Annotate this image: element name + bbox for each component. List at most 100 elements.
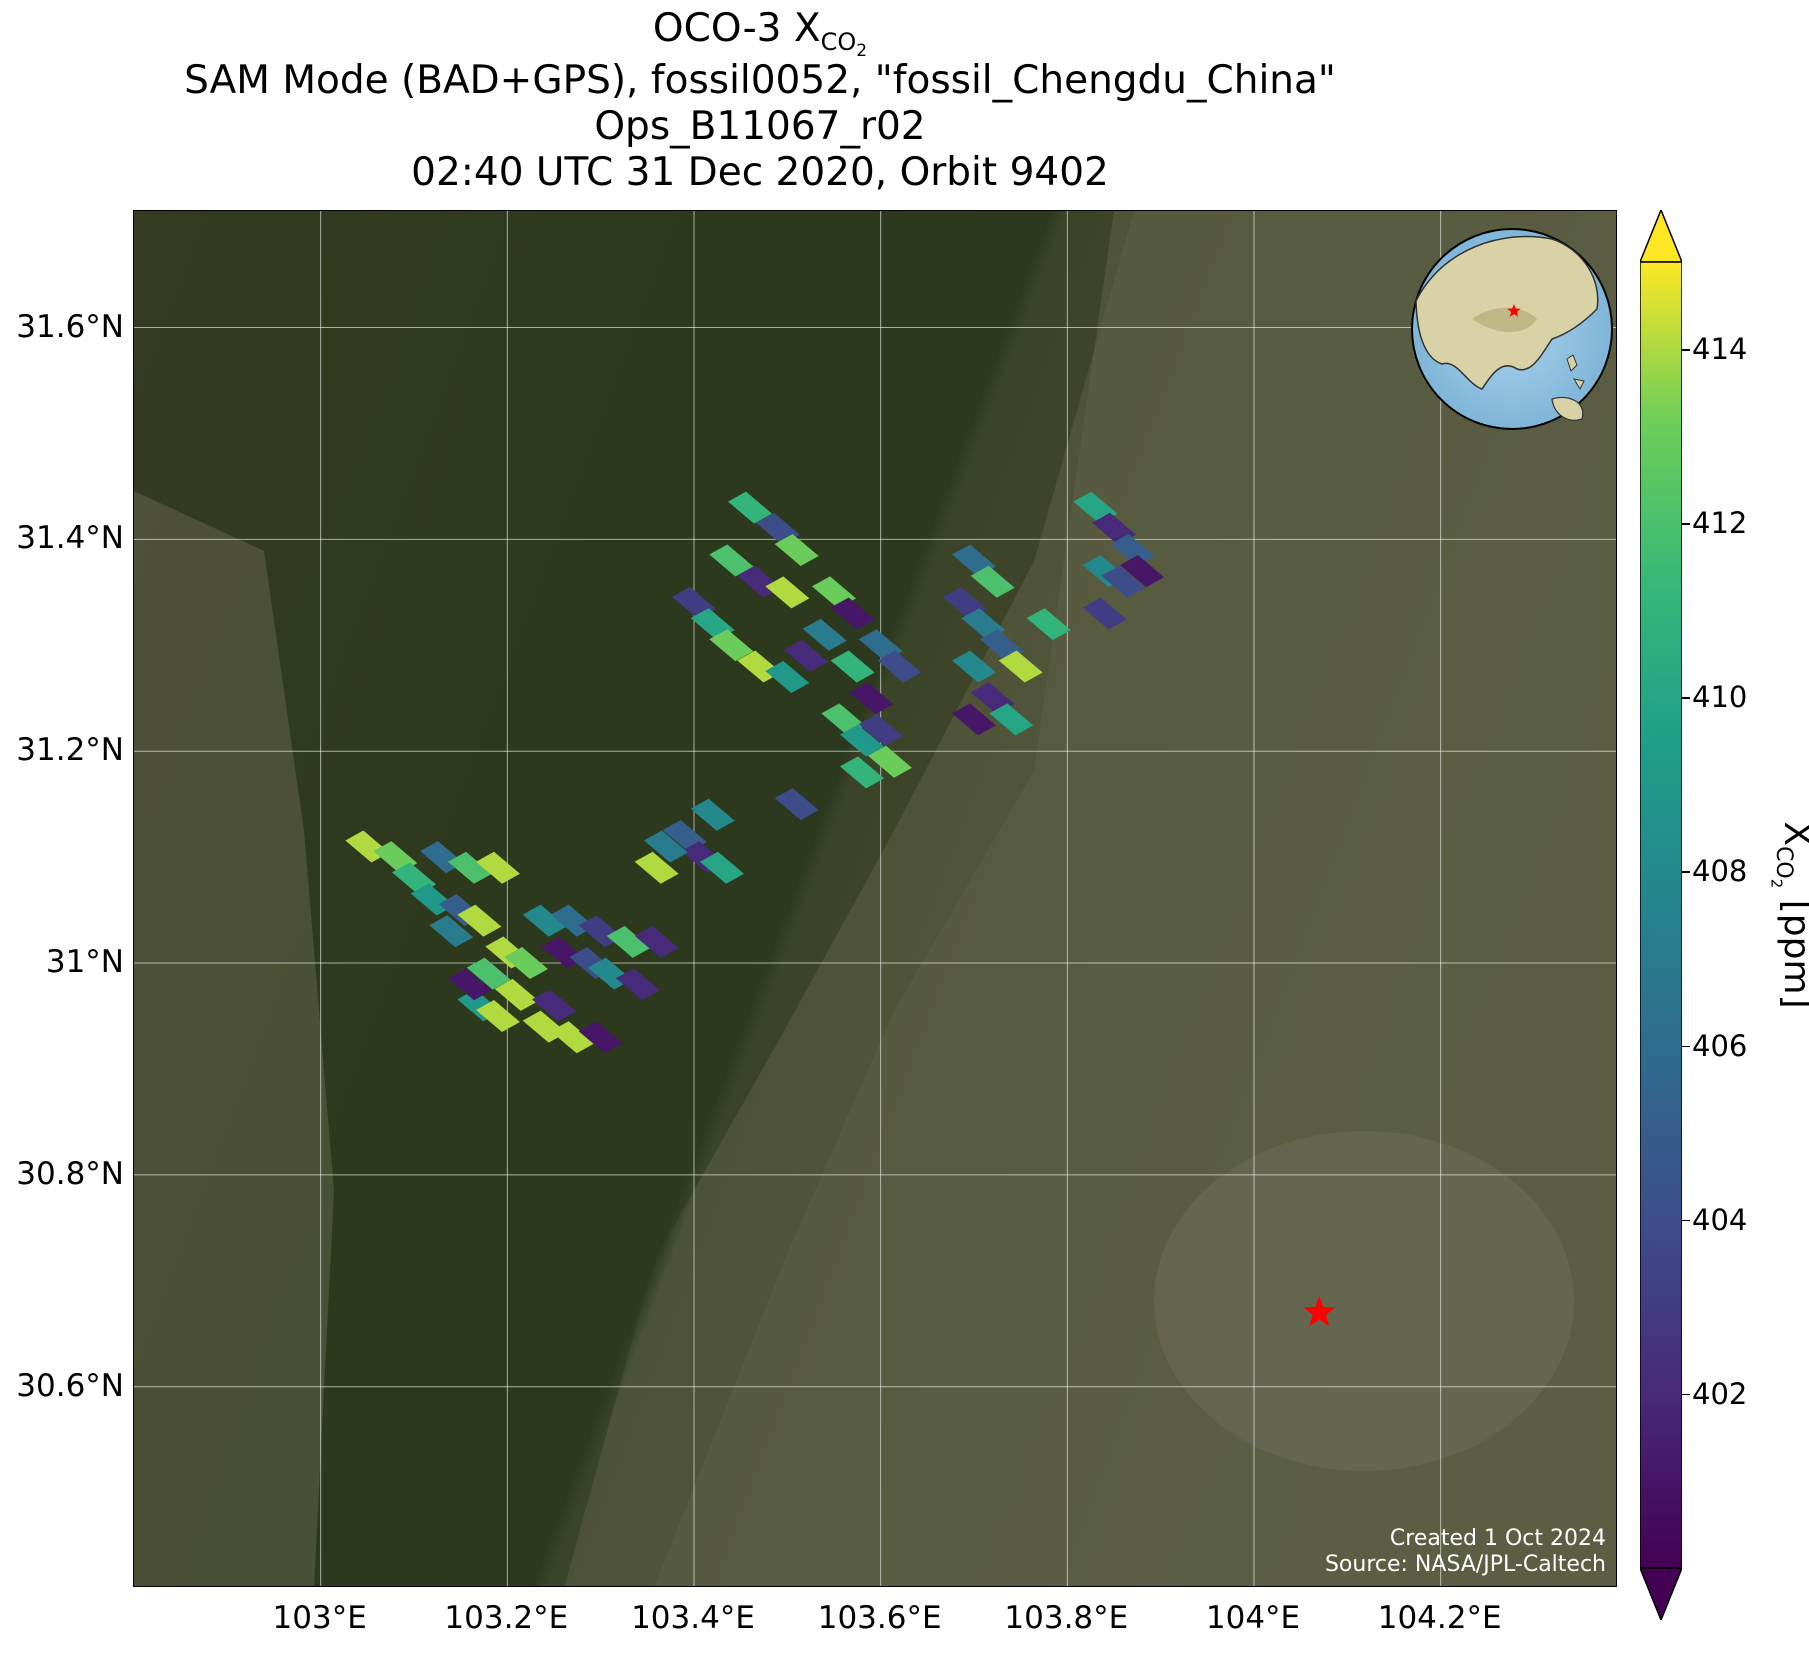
- sounding-footprint: [504, 947, 548, 980]
- colorbar-tick-label: 408: [1692, 854, 1748, 889]
- sounding-footprint: [1082, 597, 1127, 630]
- target-layer: [1303, 1295, 1336, 1327]
- sounding-footprint: [429, 915, 474, 948]
- colorbar-tick-mark: [1682, 523, 1690, 525]
- lon-tick-label: 103.8°E: [1004, 1600, 1129, 1636]
- sounding-footprint: [1110, 533, 1155, 566]
- sounding-footprint: [765, 576, 810, 609]
- sounding-footprint: [989, 703, 1034, 736]
- sounding-footprint: [877, 650, 922, 683]
- sounding-footprint: [830, 597, 875, 630]
- city-area: [1154, 1131, 1574, 1471]
- colorbar-tick-mark: [1682, 1045, 1690, 1048]
- sounding-footprint: [728, 491, 772, 524]
- sounding-footprint: [830, 650, 875, 683]
- sounding-footprint: [466, 957, 511, 990]
- sounding-footprint: [952, 650, 996, 683]
- lat-tick-label: 30.8°N: [16, 1155, 124, 1192]
- sounding-footprint: [550, 1021, 595, 1054]
- snow-region: [134, 491, 334, 1586]
- lat-tick-label: 31.2°N: [16, 732, 124, 769]
- title-line-1: OCO-3 XCO2: [0, 6, 1520, 74]
- title-line-3: Ops_B11067_r02: [594, 104, 926, 149]
- sounding-footprint: [448, 968, 492, 1001]
- lon-tick-label: 103.2°E: [444, 1600, 569, 1636]
- lon-tick-label: 103.6°E: [817, 1600, 942, 1636]
- sounding-footprint: [1101, 565, 1146, 598]
- sounding-footprint: [709, 544, 754, 577]
- lon-tick-label: 104.2°E: [1377, 1600, 1502, 1636]
- colorbar-tick-label: 402: [1692, 1376, 1748, 1411]
- lat-tick-label: 31.4°N: [16, 520, 124, 557]
- colorbar-label: XCO2 [ppm]: [1767, 821, 1809, 1008]
- colorbar-gradient: [1640, 261, 1682, 1569]
- colorbar-label-main: X: [1776, 821, 1809, 846]
- sounding-footprint: [849, 682, 894, 715]
- sounding-footprint: [970, 565, 1015, 598]
- colorbar-tick-label: 406: [1692, 1028, 1748, 1063]
- title-sub: CO: [820, 27, 857, 56]
- title-main: OCO-3 X: [652, 6, 821, 51]
- colorbar-tick-mark: [1682, 1393, 1690, 1396]
- title-subsub: 2: [856, 40, 868, 61]
- sounding-footprint: [952, 703, 996, 736]
- sounding-footprint: [1026, 608, 1071, 641]
- credit-created: Created 1 Oct 2024: [1389, 1526, 1606, 1551]
- globe-land-australia: [1551, 396, 1584, 421]
- sounding-footprint: [774, 788, 819, 821]
- sounding-footprint: [522, 904, 567, 937]
- sounding-footprint: [690, 798, 735, 831]
- sounding-footprint: [709, 629, 754, 662]
- plain-region: [654, 211, 1616, 1586]
- sounding-footprint: [802, 618, 847, 651]
- colorbar-tick-mark: [1682, 697, 1690, 699]
- sounding-footprint: [476, 1000, 520, 1033]
- sounding-footprint: [616, 968, 660, 1001]
- lon-tick-label: 103.4°E: [631, 1600, 755, 1636]
- sounding-layer: [345, 491, 1164, 1054]
- colorbar-label-unit: [ppm]: [1775, 899, 1809, 1009]
- lat-tick-label: 31°N: [45, 944, 124, 981]
- map-canvas: [134, 211, 1616, 1586]
- sounding-footprint: [765, 661, 810, 694]
- lat-tick-label: 30.6°N: [16, 1367, 124, 1404]
- sounding-footprint: [774, 533, 819, 566]
- sounding-footprint: [494, 978, 539, 1011]
- colorbar-tick-label: 414: [1692, 332, 1748, 367]
- sounding-footprint: [998, 650, 1043, 683]
- sounding-footprint: [858, 714, 903, 747]
- mountain-region: [134, 211, 1134, 1586]
- inset-globe: [1411, 228, 1613, 430]
- colorbar-label-subsub: 2: [1767, 878, 1786, 889]
- sounding-footprint: [840, 756, 884, 789]
- colorbar-tick-label: 410: [1692, 680, 1748, 715]
- sounding-footprint: [700, 851, 744, 884]
- colorbar-extend-min: [1640, 1567, 1682, 1620]
- colorbar-tick-label: 404: [1692, 1202, 1748, 1237]
- sounding-footprint: [448, 851, 492, 884]
- colorbar-tick-mark: [1682, 871, 1690, 873]
- sounding-footprint: [578, 1021, 623, 1054]
- sounding-footprint: [868, 745, 912, 778]
- sounding-footprint: [606, 925, 651, 958]
- sounding-footprint: [1120, 555, 1164, 588]
- colorbar-label-sub: CO: [1770, 846, 1796, 879]
- sounding-footprint: [644, 830, 688, 863]
- sounding-footprint: [784, 639, 828, 672]
- globe-plateau: [1472, 307, 1537, 333]
- colorbar-tick-mark: [1682, 349, 1690, 351]
- lon-tick-label: 104°E: [1205, 1600, 1301, 1636]
- target-star-icon: [1303, 1295, 1336, 1327]
- sounding-footprint: [634, 851, 679, 884]
- title-line-2: SAM Mode (BAD+GPS), fossil0052, "fossil_…: [184, 58, 1336, 103]
- gridlines: [134, 211, 1616, 1586]
- credit-source: Source: NASA/JPL-Caltech: [1324, 1552, 1606, 1577]
- sounding-footprint: [476, 851, 520, 884]
- globe-target-star-icon: [1507, 304, 1521, 317]
- lon-tick-label: 103°E: [272, 1600, 367, 1636]
- sounding-footprint: [634, 925, 679, 958]
- sounding-footprint: [840, 724, 884, 757]
- colorbar: [1640, 210, 1682, 1620]
- sounding-footprint: [532, 989, 576, 1022]
- colorbar-tick-label: 412: [1692, 506, 1748, 541]
